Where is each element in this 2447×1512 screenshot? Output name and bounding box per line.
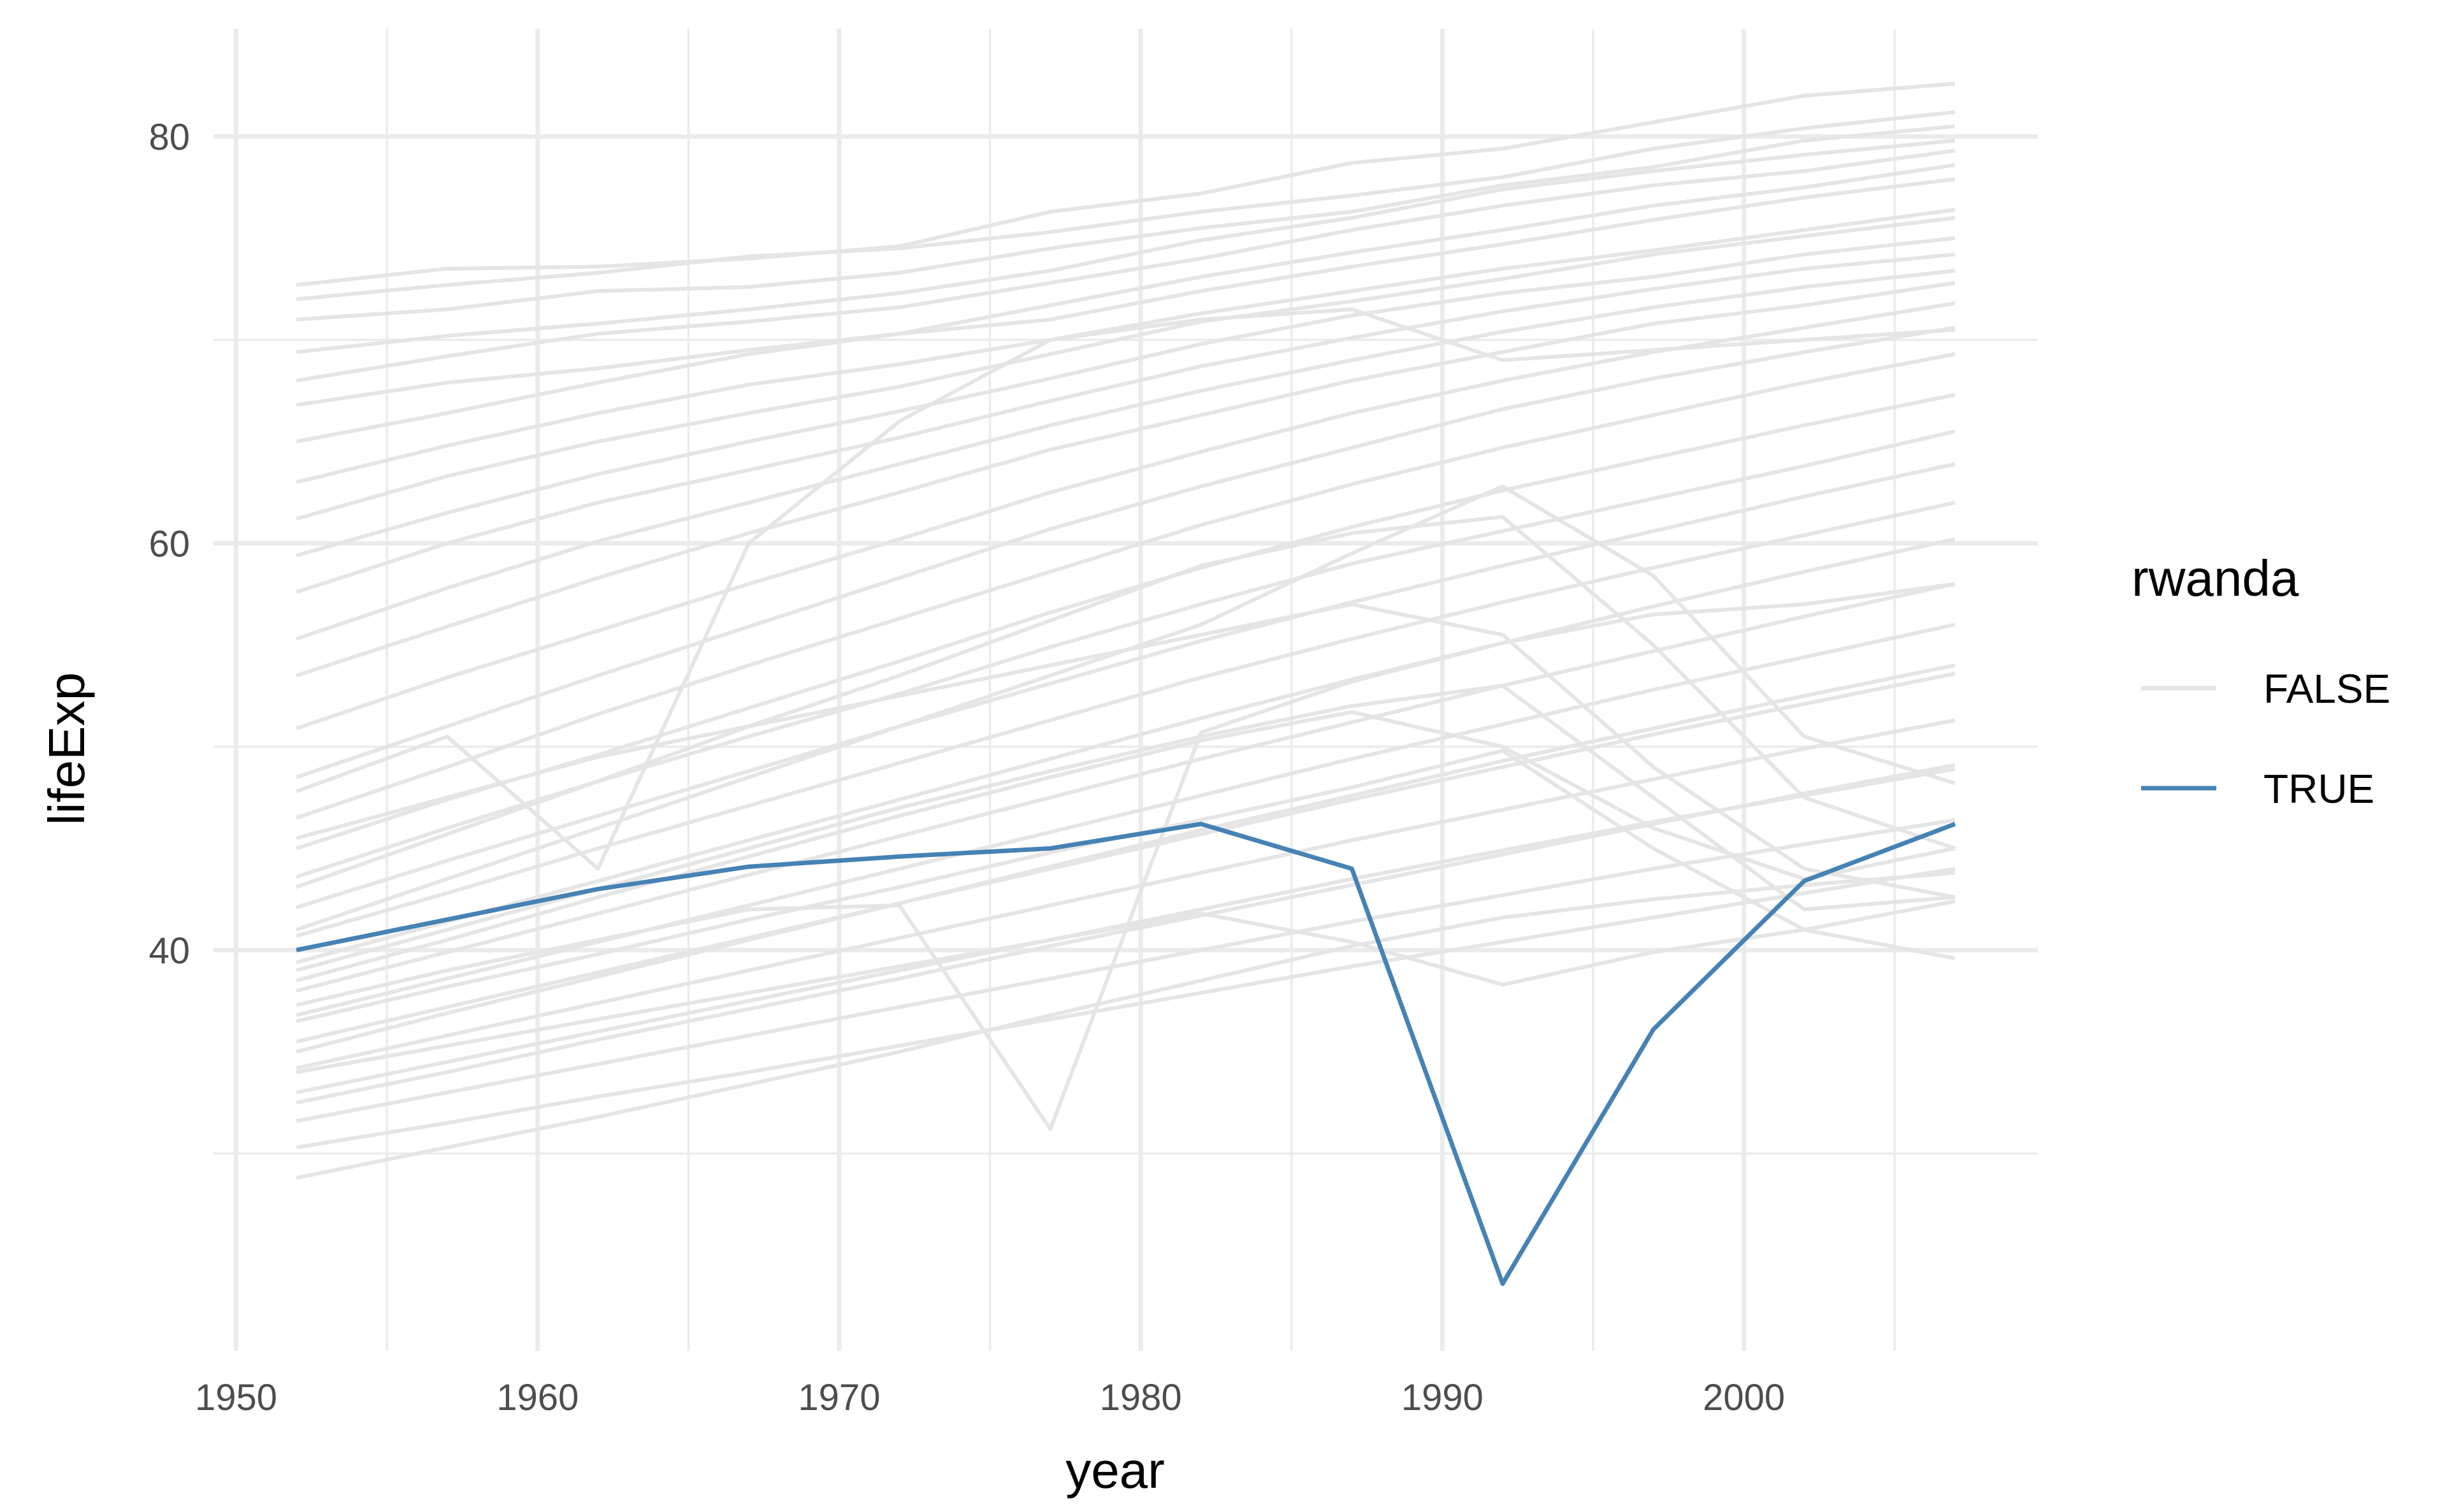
series-line-other-country [296, 763, 1956, 1105]
series-line-other-country [296, 515, 1956, 889]
series-line-other-country [296, 268, 1956, 641]
series-line-other-country [296, 602, 1956, 900]
series-line-other-country [296, 663, 1956, 1054]
series-line-other-country [296, 138, 1956, 354]
series-line-other-country [296, 392, 1956, 851]
major-gridlines [213, 29, 2038, 1351]
x-tick-label: 1950 [195, 1377, 277, 1418]
series-line-other-country [296, 281, 1956, 678]
y-axis-tick-labels: 40 60 80 [148, 117, 190, 972]
minor-gridlines [213, 29, 2038, 1351]
series-line-other-country [296, 582, 1956, 993]
series-line-other-country [296, 710, 1956, 983]
x-axis-tick-labels: 1950 1960 1970 1980 1990 2000 [195, 1377, 1785, 1418]
series-line-other-country [296, 749, 1956, 1023]
series-line-other-country [296, 718, 1956, 1070]
y-axis-title: lifeExp [38, 672, 95, 825]
series-line-other-country [296, 429, 1956, 879]
series-line-rwanda [296, 821, 1956, 1286]
series-line-other-country [296, 870, 1956, 1180]
series-line-other-country [296, 623, 1956, 1018]
series-line-other-country [296, 82, 1956, 287]
y-tick-label: 40 [148, 930, 190, 972]
legend-label-true: TRUE [2263, 766, 2374, 812]
series-line-other-country [296, 352, 1956, 820]
x-tick-label: 1970 [798, 1377, 880, 1418]
x-tick-label: 2000 [1703, 1377, 1785, 1418]
x-tick-label: 1960 [496, 1377, 579, 1418]
series-line-other-country [296, 307, 1956, 871]
series-line-other-country [296, 462, 1956, 909]
series-line-other-country [296, 110, 1956, 301]
x-tick-label: 1980 [1100, 1377, 1182, 1418]
series-true-lines [296, 821, 1956, 1286]
x-tick-label: 1990 [1401, 1377, 1483, 1418]
series-line-other-country [296, 582, 1956, 1131]
series-line-other-country [296, 500, 1956, 938]
series-line-other-country [296, 148, 1956, 383]
series-line-other-country [296, 899, 1956, 1074]
legend-label-false: FALSE [2263, 666, 2390, 712]
series-line-other-country [296, 867, 1956, 1149]
x-axis-title: year [1065, 1442, 1165, 1499]
series-line-other-country [296, 177, 1956, 443]
series-line-other-country [296, 252, 1956, 594]
legend: rwanda FALSE TRUE [2132, 550, 2390, 812]
y-tick-label: 80 [148, 117, 190, 158]
series-line-other-country [296, 236, 1956, 558]
legend-title: rwanda [2132, 550, 2299, 607]
y-tick-label: 60 [148, 524, 190, 565]
series-false-lines [296, 82, 1956, 1180]
series-line-other-country [296, 162, 1956, 407]
series-line-other-country [296, 124, 1956, 322]
series-line-other-country [296, 326, 1956, 779]
series-line-other-country [296, 817, 1956, 1123]
series-line-other-country [296, 672, 1956, 1044]
series-line-other-country [296, 208, 1956, 484]
series-line-other-country [296, 215, 1956, 521]
